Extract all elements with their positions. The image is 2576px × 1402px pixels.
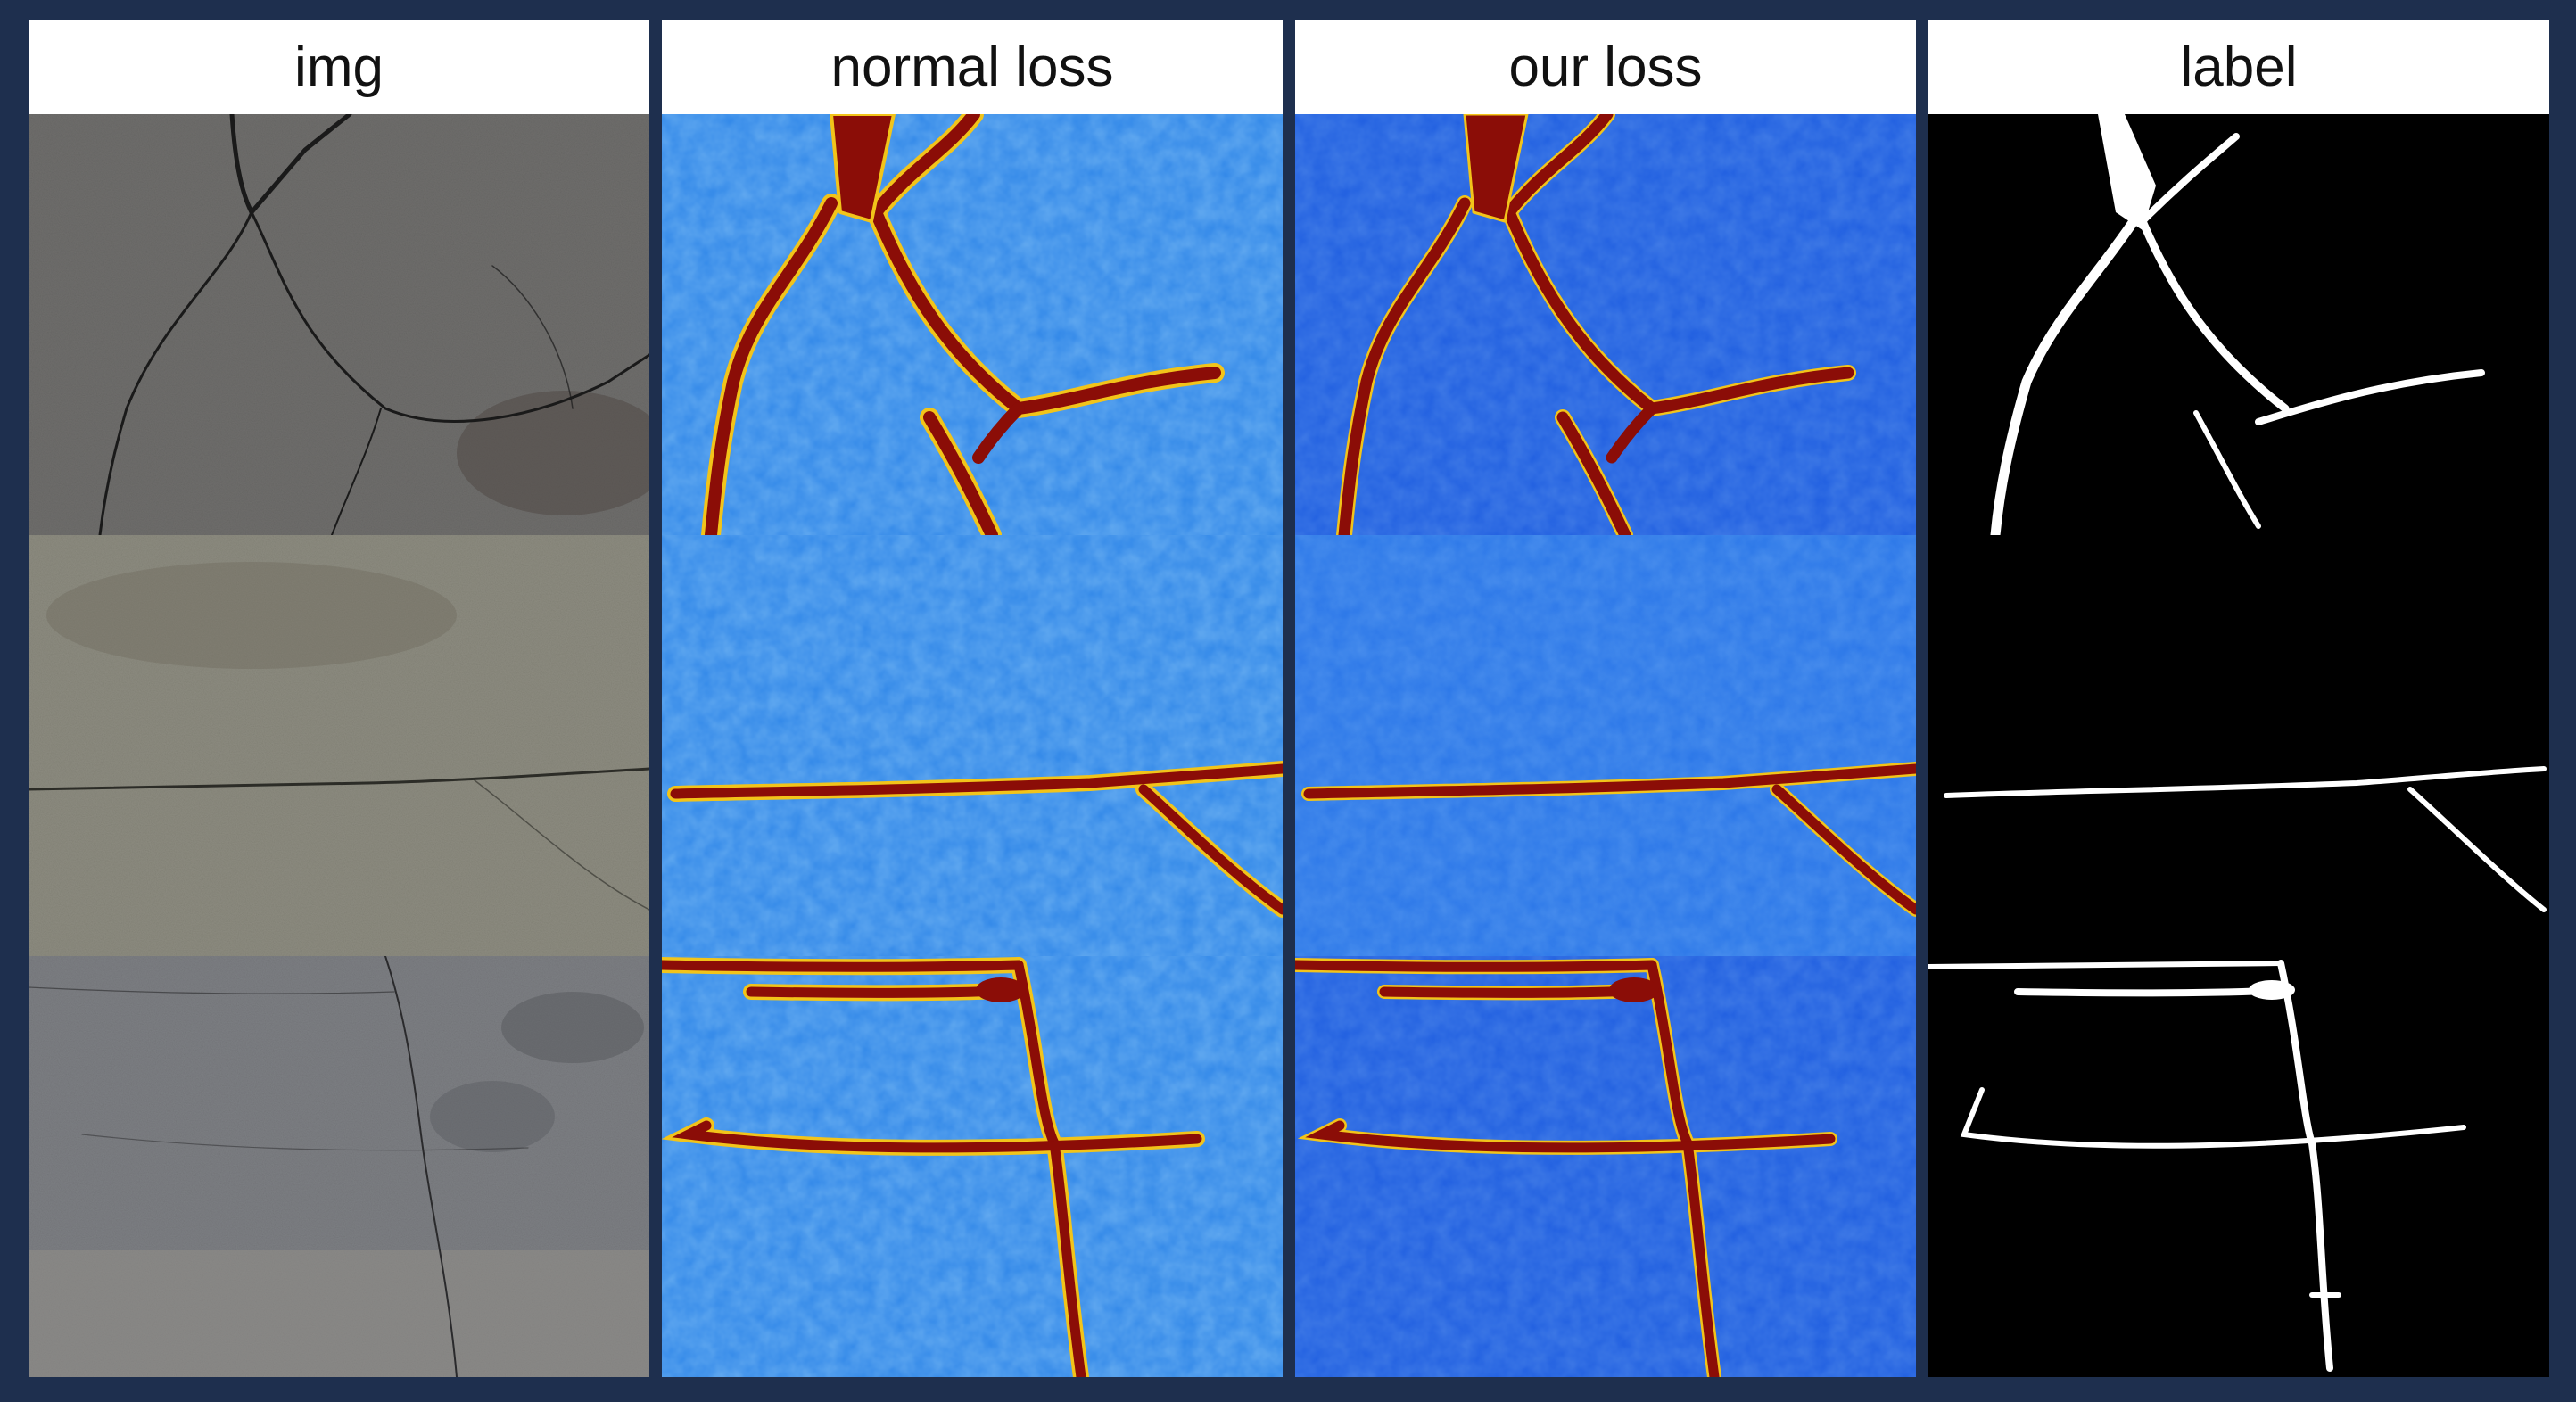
column-img: img [29, 20, 649, 1377]
column-header-label: label [1928, 20, 2549, 114]
column-header-img: img [29, 20, 649, 114]
column-body-normal-loss [662, 114, 1283, 1377]
mask-label-3 [1928, 956, 2549, 1377]
column-header-our-loss: our loss [1295, 20, 1916, 114]
column-body-label [1928, 114, 2549, 1377]
image-crack-2 [29, 535, 649, 956]
image-crack-1 [29, 114, 649, 535]
heatmap-normal-3 [662, 956, 1283, 1377]
column-label: label [1928, 20, 2549, 1377]
column-header-normal-loss: normal loss [662, 20, 1283, 114]
mask-label-2 [1928, 535, 2549, 956]
heatmap-ours-1 [1295, 114, 1916, 535]
column-our-loss: our loss [1295, 20, 1916, 1377]
heatmap-normal-1 [662, 114, 1283, 535]
heatmap-normal-2 [662, 535, 1283, 956]
column-normal-loss: normal loss [662, 20, 1283, 1377]
heatmap-ours-3 [1295, 956, 1916, 1377]
mask-label-1 [1928, 114, 2549, 535]
column-body-our-loss [1295, 114, 1916, 1377]
heatmap-ours-2 [1295, 535, 1916, 956]
image-crack-3 [29, 956, 649, 1377]
column-body-img [29, 114, 649, 1377]
